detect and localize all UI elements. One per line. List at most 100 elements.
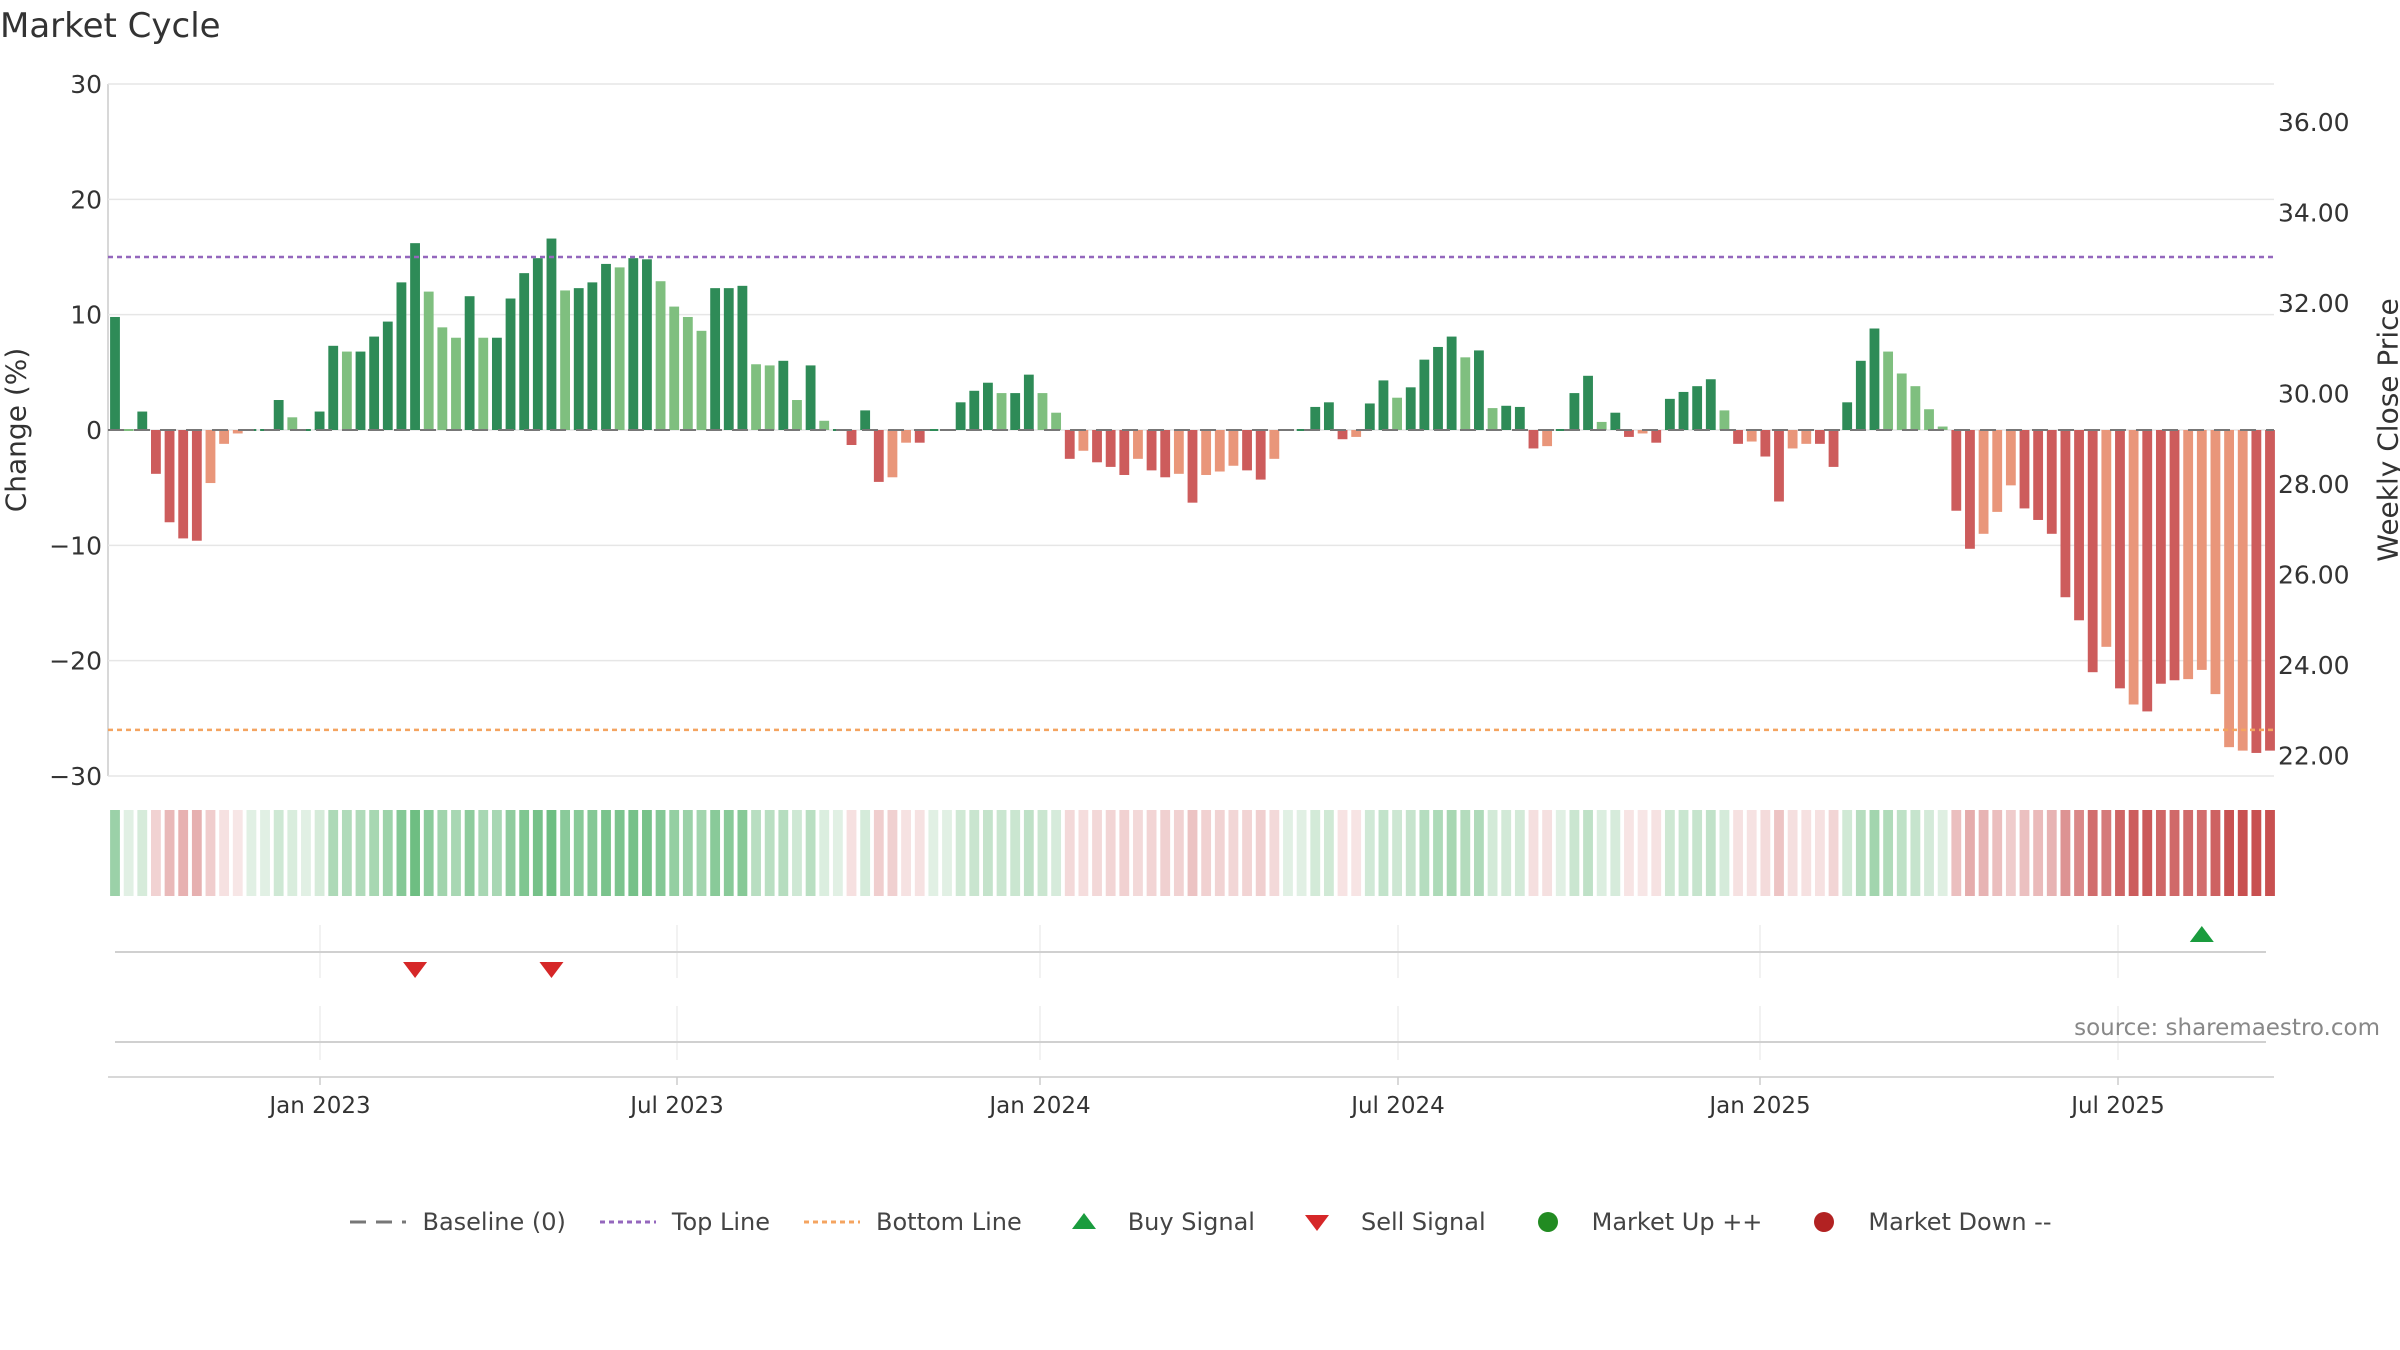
heat-strip-cell	[1351, 810, 1362, 896]
bar	[1596, 421, 1607, 430]
y-tick-label: 10	[70, 301, 102, 330]
bar	[1446, 336, 1457, 430]
bar	[751, 364, 761, 430]
bar	[819, 420, 830, 430]
bar	[955, 402, 966, 430]
legend-item-bottom-line[interactable]: Bottom Line	[802, 1208, 1022, 1236]
heat-strip-cell	[301, 810, 311, 896]
bar	[1787, 430, 1798, 449]
heat-strip-cell	[1078, 810, 1089, 896]
bar	[2265, 430, 2275, 751]
bar	[1801, 430, 1812, 444]
triangle-down-icon	[1304, 1215, 1329, 1231]
heat-strip-cell	[1814, 810, 1825, 896]
heat-strip-cell	[1269, 810, 1280, 896]
heat-strip-cell	[2005, 810, 2016, 896]
legend-item-baseline[interactable]: Baseline (0)	[348, 1208, 566, 1236]
heat-strip-cell	[1487, 810, 1498, 896]
heat-strip-cell	[1405, 810, 1416, 896]
bar	[1255, 430, 1266, 480]
source-note: source: sharemaestro.com	[2074, 1015, 2380, 1041]
heat-strip-cell	[655, 810, 666, 896]
y2-tick-label: 34.00	[2278, 199, 2350, 228]
heat-strip-cell	[764, 810, 775, 896]
bar	[110, 316, 120, 430]
bar	[1746, 430, 1757, 442]
y2-tick-label: 26.00	[2278, 561, 2350, 590]
heat-strip-cell	[2196, 810, 2207, 896]
bar	[478, 337, 489, 430]
heat-strip-cell	[246, 810, 257, 896]
heat-strip-cell	[1555, 810, 1566, 896]
y-tick-label: 30	[70, 70, 102, 99]
heat-strip-cell	[1542, 810, 1553, 896]
bar	[341, 351, 352, 430]
bar	[2128, 430, 2139, 705]
legend-item-sell-signal[interactable]: Sell Signal	[1287, 1208, 1486, 1236]
bar	[1173, 430, 1184, 474]
heat-strip-cell	[2033, 810, 2044, 896]
heat-strip-cell	[1378, 810, 1389, 896]
bar	[969, 390, 980, 430]
heat-strip-cell	[1965, 810, 1975, 896]
bar	[505, 298, 516, 430]
legend-label-buy-signal: Buy Signal	[1127, 1208, 1255, 1236]
heat-strip-cell	[151, 810, 161, 896]
heat-strip-cell	[873, 810, 884, 896]
sell-signal-marker	[539, 962, 564, 978]
bar	[519, 273, 530, 430]
bar	[710, 288, 721, 430]
bar	[382, 321, 393, 430]
bar	[1637, 430, 1648, 434]
y-tick-label: −10	[49, 531, 102, 560]
bar	[1201, 430, 1212, 475]
heat-strip-cell	[942, 810, 952, 896]
heat-strip-cell	[1023, 810, 1034, 896]
heat-strip-cell	[1528, 810, 1539, 896]
bar	[2087, 430, 2098, 673]
heat-strip-cell	[819, 810, 830, 896]
bar	[860, 410, 871, 430]
bar	[1378, 380, 1389, 430]
heat-strip-cell	[1146, 810, 1157, 896]
bar	[1214, 430, 1225, 472]
heat-strip-cell	[478, 810, 489, 896]
bar	[1501, 405, 1512, 430]
heat-strip-cell	[273, 810, 284, 896]
heat-strip-cell	[1514, 810, 1525, 896]
bar	[1146, 430, 1157, 471]
bar	[1474, 350, 1484, 430]
bar	[805, 365, 816, 430]
heat-strip-cell	[1296, 810, 1307, 896]
heat-strip-cell	[928, 810, 939, 896]
heat-strip-cell	[1364, 810, 1375, 896]
bar	[696, 330, 707, 430]
bar	[451, 337, 461, 430]
heat-strip-cell	[1924, 810, 1934, 896]
bar	[1924, 409, 1934, 430]
bar	[546, 238, 557, 430]
bar	[914, 430, 925, 443]
heat-strip-cell	[451, 810, 461, 896]
legend-label-market-down: Market Down --	[1868, 1208, 2052, 1236]
legend-item-market-down[interactable]: Market Down --	[1794, 1208, 2052, 1236]
bar	[873, 430, 884, 482]
bar	[2046, 430, 2057, 534]
bar	[1023, 374, 1034, 430]
heat-strip-cell	[1173, 810, 1184, 896]
bar	[423, 291, 434, 430]
bar	[2251, 430, 2262, 753]
heat-strip-cell	[1978, 810, 1989, 896]
heat-strip-cell	[1569, 810, 1580, 896]
heat-strip-cell	[2115, 810, 2125, 896]
heat-strip-cell	[1596, 810, 1607, 896]
legend-item-market-up[interactable]: Market Up ++	[1518, 1208, 1762, 1236]
legend-item-buy-signal[interactable]: Buy Signal	[1054, 1208, 1255, 1236]
legend-item-top-line[interactable]: Top Line	[598, 1208, 770, 1236]
heat-strip-cell	[369, 810, 380, 896]
heat-strip-cell	[1433, 810, 1443, 896]
heat-strip-cell	[614, 810, 625, 896]
legend-label-top-line: Top Line	[671, 1208, 771, 1236]
bar	[1514, 406, 1525, 430]
circle-icon	[1537, 1212, 1558, 1232]
